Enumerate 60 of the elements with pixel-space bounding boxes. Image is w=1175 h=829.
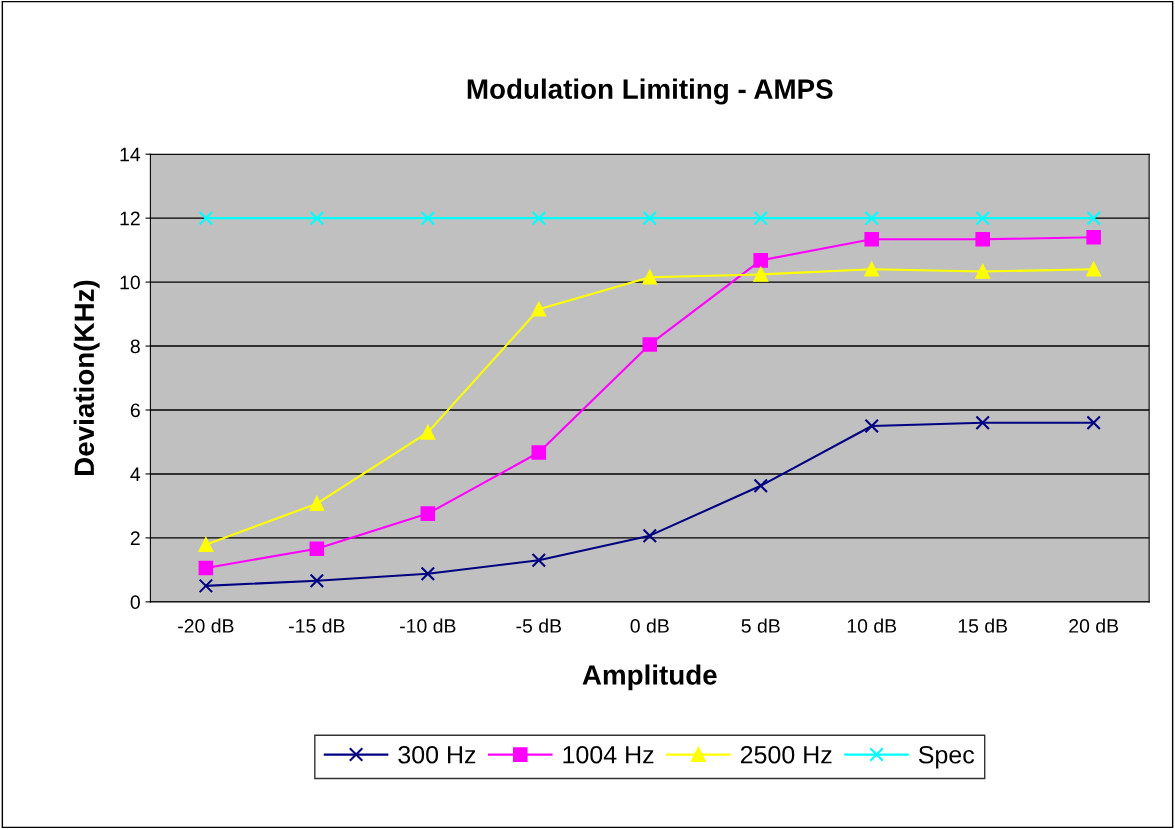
- point: [642, 528, 658, 543]
- point: [753, 210, 769, 226]
- point: [420, 566, 436, 582]
- point: [642, 210, 658, 226]
- point: [975, 415, 990, 431]
- point: [198, 578, 214, 594]
- point: [753, 478, 769, 494]
- y-axis-title: Deviation(KHz): [73, 280, 100, 475]
- x-tick-label: -10 dB: [400, 618, 456, 633]
- point: [531, 445, 547, 460]
- point: [309, 541, 325, 557]
- point: [642, 337, 658, 352]
- point: [975, 264, 990, 279]
- legend-label: 2500 Hz: [740, 745, 832, 764]
- point: [198, 210, 214, 226]
- point: [975, 231, 990, 247]
- point: [864, 418, 880, 434]
- y-tick-label: 4: [130, 467, 141, 481]
- point: [531, 553, 547, 568]
- x-tick-label: 20 dB: [1069, 618, 1119, 633]
- legend-label: Spec: [918, 745, 975, 769]
- point: [198, 560, 214, 576]
- y-tick-label: 0: [130, 595, 140, 610]
- point: [309, 210, 325, 226]
- y-tick-label: 2: [130, 531, 140, 545]
- y-tick-label: 6: [130, 403, 140, 418]
- y-tick-label: 12: [120, 211, 140, 226]
- y-tick-label: 14: [120, 147, 141, 162]
- point: [420, 506, 436, 521]
- point: [198, 537, 214, 552]
- point: [1086, 415, 1101, 431]
- point: [864, 231, 880, 247]
- x-tick-label: -20 dB: [178, 618, 234, 633]
- x-tick-label: -5 dB: [516, 618, 562, 633]
- x-tick-label: -15 dB: [289, 618, 345, 633]
- point: [420, 425, 436, 440]
- y-tick-label: 8: [130, 339, 140, 354]
- point: [864, 210, 880, 226]
- point: [1086, 210, 1101, 226]
- point: [753, 267, 769, 282]
- point: [1086, 262, 1101, 277]
- point: [309, 496, 325, 511]
- point: [864, 262, 880, 277]
- point: [531, 210, 547, 226]
- legend-label: 300 Hz: [398, 745, 476, 764]
- y-tick-label: 10: [120, 275, 140, 290]
- point: [975, 210, 990, 226]
- chart-title: Modulation Limiting - AMPS: [467, 78, 833, 105]
- point: [642, 270, 658, 285]
- point: [531, 301, 547, 317]
- x-axis-title: Amplitude: [582, 664, 717, 691]
- x-tick-label: 15 dB: [958, 618, 1008, 633]
- point: [753, 253, 769, 268]
- point: [309, 573, 325, 589]
- x-tick-label: 10 dB: [847, 618, 897, 633]
- x-tick-label: 5 dB: [741, 618, 780, 633]
- point: [420, 210, 436, 226]
- legend-label: 1004 Hz: [563, 745, 654, 764]
- point: [1086, 230, 1101, 245]
- x-tick-label: 0 dB: [630, 618, 669, 633]
